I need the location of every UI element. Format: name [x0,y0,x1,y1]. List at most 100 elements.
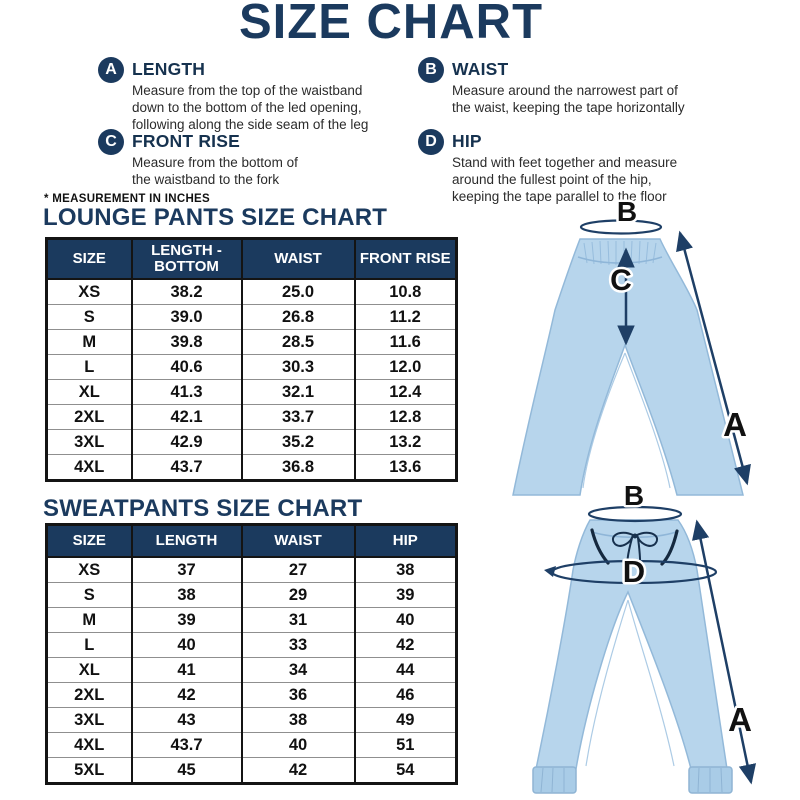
value-cell: 40 [353,607,458,633]
size-cell: 3XL [45,429,133,455]
size-cell: 5XL [45,757,133,784]
table-row: XL 41 34 44 [45,657,458,683]
table-row: M 39 31 40 [45,607,458,633]
table-row: XL 41.3 32.1 12.4 [45,379,458,405]
column-header: FRONT RISE [353,237,458,281]
value-cell: 43.7 [130,732,243,758]
lounge-table-heading: LOUNGE PANTS SIZE CHART [43,204,388,231]
legend-label: HIP [452,131,482,151]
value-cell: 30.3 [240,354,356,380]
value-cell: 32.1 [240,379,356,405]
size-cell: 2XL [45,682,133,708]
value-cell: 38 [240,707,356,733]
value-cell: 37 [130,556,243,583]
table-header-row: SIZE LENGTH WAIST HIP [45,523,458,558]
value-cell: 11.6 [353,329,458,355]
value-cell: 38 [130,582,243,608]
value-cell: 35.2 [240,429,356,455]
letter-c-badge: C [98,129,124,155]
value-cell: 27 [240,556,356,583]
legend-label: LENGTH [132,59,206,79]
value-cell: 39.0 [130,304,243,330]
front-rise-letter: C [610,264,632,297]
value-cell: 45 [130,757,243,784]
size-cell: 4XL [45,454,133,481]
legend-text-length: LENGTH Measure from the top of the waist… [132,57,368,133]
value-cell: 11.2 [353,304,458,330]
letter-d-badge: D [418,129,444,155]
value-cell: 41.3 [130,379,243,405]
waist-letter: B [617,196,637,227]
table-row: S 38 29 39 [45,582,458,608]
column-header: SIZE [45,523,133,558]
legend-text-front-rise: FRONT RISE Measure from the bottom of th… [132,129,298,188]
legend-text-waist: WAIST Measure around the narrowest part … [452,57,685,116]
value-cell: 13.6 [353,454,458,481]
value-cell: 36.8 [240,454,356,481]
value-cell: 13.2 [353,429,458,455]
waist-measure-ellipse [587,505,683,523]
lounge-size-table: SIZE LENGTH - BOTTOM WAIST FRONT RISE XS 38.… [45,237,458,483]
table-row: 4XL 43.7 40 51 [45,732,458,758]
value-cell: 42.9 [130,429,243,455]
size-cell: S [45,304,133,330]
value-cell: 54 [353,757,458,784]
table-row: L 40 33 42 [45,632,458,658]
value-cell: 10.8 [353,278,458,305]
size-cell: L [45,632,133,658]
size-cell: 3XL [45,707,133,733]
size-cell: M [45,329,133,355]
value-cell: 51 [353,732,458,758]
column-header: LENGTH [130,523,243,558]
value-cell: 40.6 [130,354,243,380]
value-cell: 26.8 [240,304,356,330]
size-cell: XS [45,278,133,305]
legend-description: Measure from the bottom of the waistband… [132,155,298,187]
value-cell: 43 [130,707,243,733]
table-row: XS 38.2 25.0 10.8 [45,278,458,305]
column-header: WAIST [240,523,356,558]
waist-measure-ellipse [579,219,663,235]
size-cell: L [45,354,133,380]
size-cell: 4XL [45,732,133,758]
value-cell: 38.2 [130,278,243,305]
table-row: 3XL 43 38 49 [45,707,458,733]
leg-seam-shading [582,352,671,489]
size-cell: M [45,607,133,633]
value-cell: 43.7 [130,454,243,481]
size-cell: XL [45,657,133,683]
table-row: 3XL 42.9 35.2 13.2 [45,429,458,455]
value-cell: 42 [353,632,458,658]
legend-item-waist: B WAIST Measure around the narrowest par… [418,57,685,116]
letter-b-badge: B [418,57,444,83]
value-cell: 42 [130,682,243,708]
legend-text-hip: HIP Stand with feet together and measure… [452,129,677,205]
drawstring [612,531,658,576]
table-row: 5XL 45 42 54 [45,757,458,784]
legend-item-length: A LENGTH Measure from the top of the wai… [98,57,368,133]
size-cell: XL [45,379,133,405]
sweatpants-size-table: SIZE LENGTH WAIST HIP XS 37 27 38 S 38 29 39 M 39 31 4… [45,523,458,785]
value-cell: 12.0 [353,354,458,380]
value-cell: 28.5 [240,329,356,355]
letter-a-badge: A [98,57,124,83]
value-cell: 42.1 [130,404,243,430]
value-cell: 38 [353,556,458,583]
value-cell: 42 [240,757,356,784]
leg-shading [585,599,675,767]
value-cell: 46 [353,682,458,708]
column-header: HIP [353,523,458,558]
legend-label: FRONT RISE [132,131,240,151]
value-cell: 41 [130,657,243,683]
length-letter: A [723,406,747,443]
table-header-row: SIZE LENGTH - BOTTOM WAIST FRONT RISE [45,237,458,281]
waist-letter: B [624,480,644,511]
lounge-pants-illustration: B C A [512,194,751,496]
value-cell: 39.8 [130,329,243,355]
value-cell: 40 [240,732,356,758]
measurement-note: * MEASUREMENT IN INCHES [44,193,210,205]
value-cell: 49 [353,707,458,733]
value-cell: 39 [353,582,458,608]
value-cell: 33.7 [240,404,356,430]
